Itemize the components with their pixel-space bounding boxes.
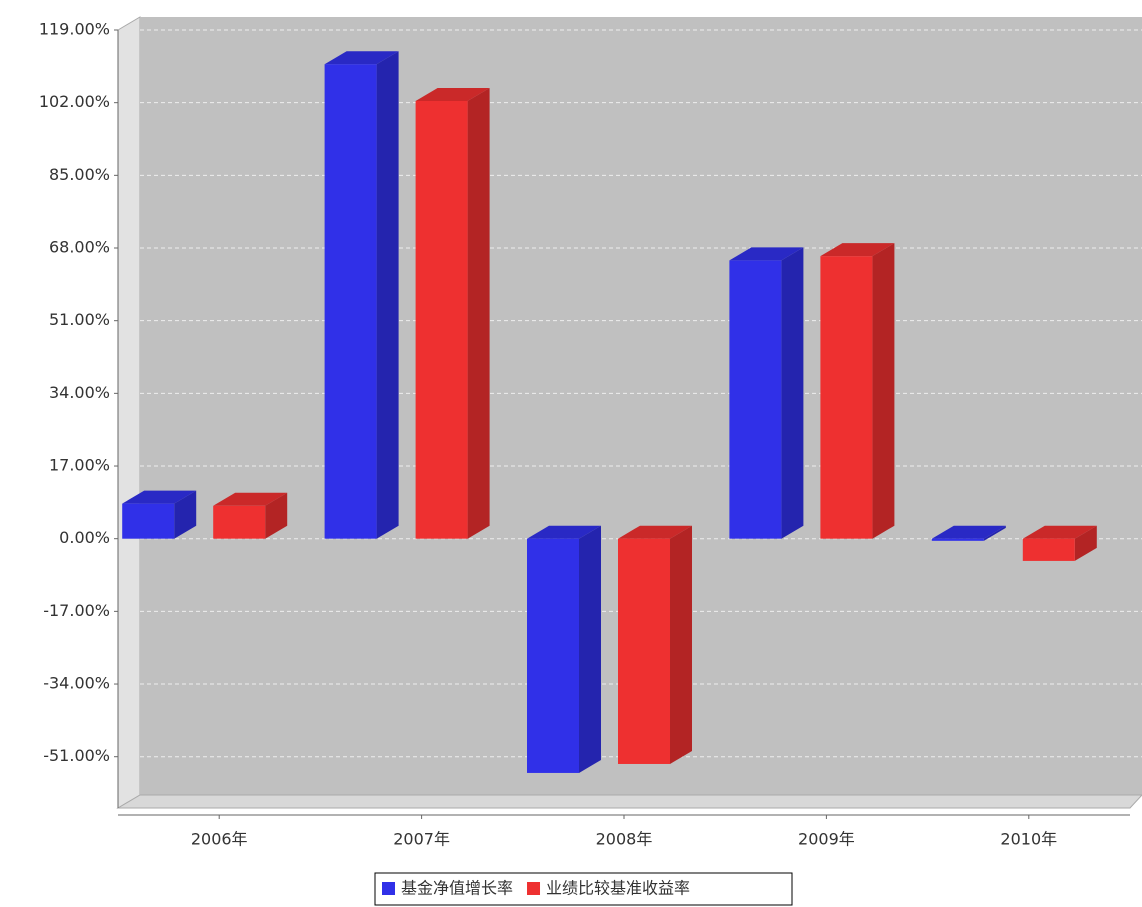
- bar-side: [1074, 525, 1097, 561]
- bar-side: [467, 87, 490, 539]
- bar-front: [527, 538, 579, 773]
- x-tick-label: 2009年: [798, 830, 855, 849]
- bar-top: [122, 490, 197, 504]
- bar-side: [376, 51, 399, 539]
- bar-top: [931, 525, 1006, 539]
- bar-side: [265, 492, 288, 539]
- floor: [116, 794, 1142, 809]
- bar-side: [872, 243, 895, 539]
- bar-front: [618, 538, 670, 764]
- bars: [122, 51, 1097, 773]
- bar: [527, 525, 601, 773]
- bar: [1022, 525, 1097, 561]
- left-wall: [117, 16, 141, 809]
- bar-top: [618, 525, 692, 539]
- bar: [324, 51, 399, 539]
- legend-swatch: [527, 882, 541, 895]
- legend-swatch: [382, 882, 395, 895]
- bar-front: [931, 538, 984, 541]
- bar-top: [213, 492, 288, 506]
- y-tick-label: 17.00%: [49, 456, 110, 475]
- bar-front: [820, 256, 873, 539]
- bar-top: [324, 51, 399, 65]
- legend: [374, 872, 793, 906]
- bar-front: [213, 505, 266, 539]
- bar-side: [579, 525, 601, 773]
- bar-side: [670, 525, 692, 764]
- bar-side: [174, 490, 197, 539]
- bar-side: [781, 247, 804, 539]
- bar: [122, 490, 197, 539]
- x-tick-label: 2007年: [393, 830, 450, 849]
- bar: [415, 87, 490, 539]
- bar-front: [729, 260, 782, 539]
- bar: [618, 525, 692, 764]
- bar-side: [983, 525, 1006, 541]
- y-tick-label: 68.00%: [49, 238, 110, 257]
- x-tick-label: 2006年: [191, 830, 248, 849]
- y-tick-label: 102.00%: [39, 92, 110, 111]
- grid: [140, 29, 1142, 758]
- bar-top: [820, 243, 895, 257]
- bar-front: [324, 64, 377, 539]
- y-tick-label: 51.00%: [49, 310, 110, 329]
- y-tick-label: 85.00%: [49, 165, 110, 184]
- bar-top: [729, 247, 804, 261]
- y-tick-label: 0.00%: [59, 528, 110, 547]
- bar-top: [1022, 525, 1097, 539]
- legend-label: 业绩比较基准收益率: [546, 879, 690, 898]
- bar: [820, 243, 895, 539]
- y-tick-label: -51.00%: [43, 746, 110, 765]
- bar: [931, 525, 1006, 541]
- x-tick-label: 2008年: [596, 830, 653, 849]
- bar-front: [415, 100, 468, 539]
- x-tick-label: 2010年: [1000, 830, 1057, 849]
- bar-top: [527, 525, 601, 539]
- bar-top: [415, 87, 490, 101]
- y-tick-label: 34.00%: [49, 383, 110, 402]
- bar: [213, 492, 288, 539]
- y-tick-label: -34.00%: [43, 674, 110, 693]
- legend-label: 基金净值增长率: [401, 879, 513, 898]
- bar-front: [1022, 538, 1075, 561]
- y-tick-label: 119.00%: [39, 20, 110, 39]
- bar-front: [122, 503, 175, 539]
- y-tick-label: -17.00%: [43, 601, 110, 620]
- bar: [729, 247, 804, 539]
